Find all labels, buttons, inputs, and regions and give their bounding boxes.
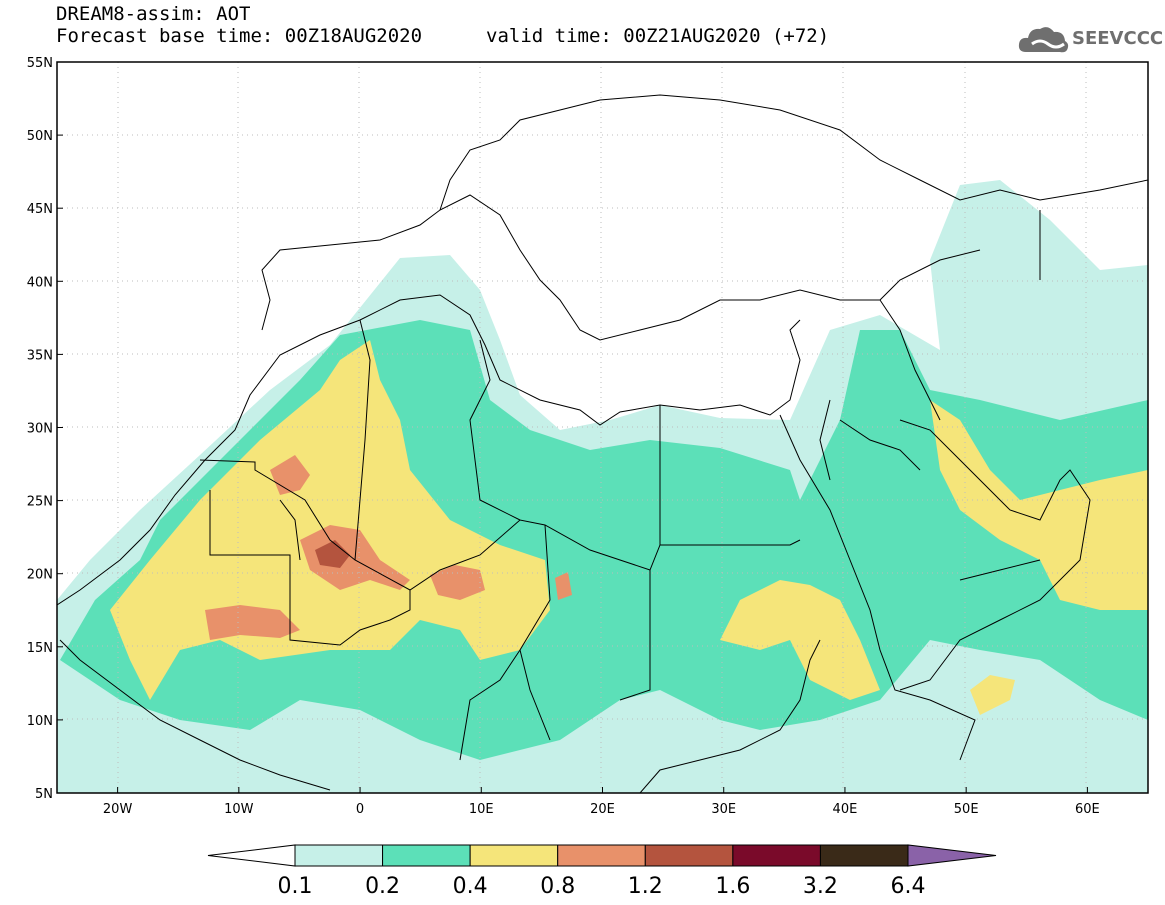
aot-contour-0.8 xyxy=(205,605,300,640)
aot-contour-0.4 xyxy=(930,400,1148,610)
logo-text: SEEVCCC xyxy=(1072,28,1164,49)
latitude-label: 55N xyxy=(27,56,53,71)
colorbar-swatch xyxy=(469,844,559,867)
latitude-labels: 55N 50N 45N 40N 35N 30N 25N 20N 15N 10N 5N xyxy=(27,56,63,802)
colorbar-over-arrow xyxy=(907,844,997,867)
colorbar-label: 1.6 xyxy=(715,874,750,899)
forecast-times: Forecast base time: 00Z18AUG2020 valid ti… xyxy=(56,25,829,47)
colorbar-label: 0.2 xyxy=(365,874,400,899)
longitude-label: 20E xyxy=(590,802,615,817)
longitude-label: 10E xyxy=(469,802,494,817)
longitude-label: 60E xyxy=(1075,802,1100,817)
longitude-label: 50E xyxy=(954,802,979,817)
aot-shading xyxy=(57,180,1148,793)
latitude-label: 20N xyxy=(27,568,53,583)
longitude-label: 0 xyxy=(356,802,364,817)
aot-contour-1.2 xyxy=(315,540,350,568)
latitude-label: 10N xyxy=(27,714,53,729)
colorbar-label: 6.4 xyxy=(891,874,926,899)
aot-contour-0.8 xyxy=(430,565,485,600)
colorbar-label: 0.4 xyxy=(453,874,488,899)
latitude-label: 15N xyxy=(27,641,53,656)
colorbar-label: 0.8 xyxy=(540,874,575,899)
colorbar-swatch xyxy=(557,844,646,867)
base-time: Forecast base time: 00Z18AUG2020 xyxy=(56,25,423,47)
valid-time: valid time: 00Z21AUG2020 (+72) xyxy=(486,25,830,47)
colorbar-swatch xyxy=(644,844,734,867)
colorbar-swatch xyxy=(819,844,909,867)
aot-contour-0.4 xyxy=(970,675,1015,715)
latitude-label: 25N xyxy=(27,495,53,510)
colorbar-swatch xyxy=(294,844,384,867)
cloud-icon xyxy=(1018,27,1069,53)
colorbar-swatch xyxy=(382,844,471,867)
colorbar-label: 1.2 xyxy=(628,874,663,899)
model-title: DREAM8-assim: AOT xyxy=(56,3,251,25)
longitude-label: 10W xyxy=(224,802,254,817)
latitude-label: 40N xyxy=(27,275,53,290)
colorbar-swatch xyxy=(732,844,821,867)
coastlines-borders xyxy=(57,94,1148,793)
longitude-labels: 20W 10W 0 10E 20E 30E 40E 50E 60E xyxy=(103,787,1100,817)
colorbar-under-arrow xyxy=(207,844,296,867)
latitude-label: 45N xyxy=(27,202,53,217)
colorbar-label: 3.2 xyxy=(803,874,838,899)
longitude-label: 40E xyxy=(833,802,858,817)
colorbar-label: 0.1 xyxy=(278,874,313,899)
map-gridlines xyxy=(57,62,1148,793)
latitude-label: 30N xyxy=(27,422,53,437)
latitude-label: 5N xyxy=(35,787,53,802)
longitude-label: 30E xyxy=(711,802,736,817)
longitude-label: 20W xyxy=(103,802,133,817)
seevccc-logo: SEEVCCC xyxy=(1018,22,1163,58)
colorbar: 0.1 0.2 0.4 0.8 1.2 1.6 3.2 6.4 xyxy=(207,844,997,899)
latitude-label: 50N xyxy=(27,129,53,144)
latitude-label: 35N xyxy=(27,348,53,363)
aot-contour-0.8 xyxy=(555,572,572,600)
aot-contour-0.4 xyxy=(720,580,880,700)
